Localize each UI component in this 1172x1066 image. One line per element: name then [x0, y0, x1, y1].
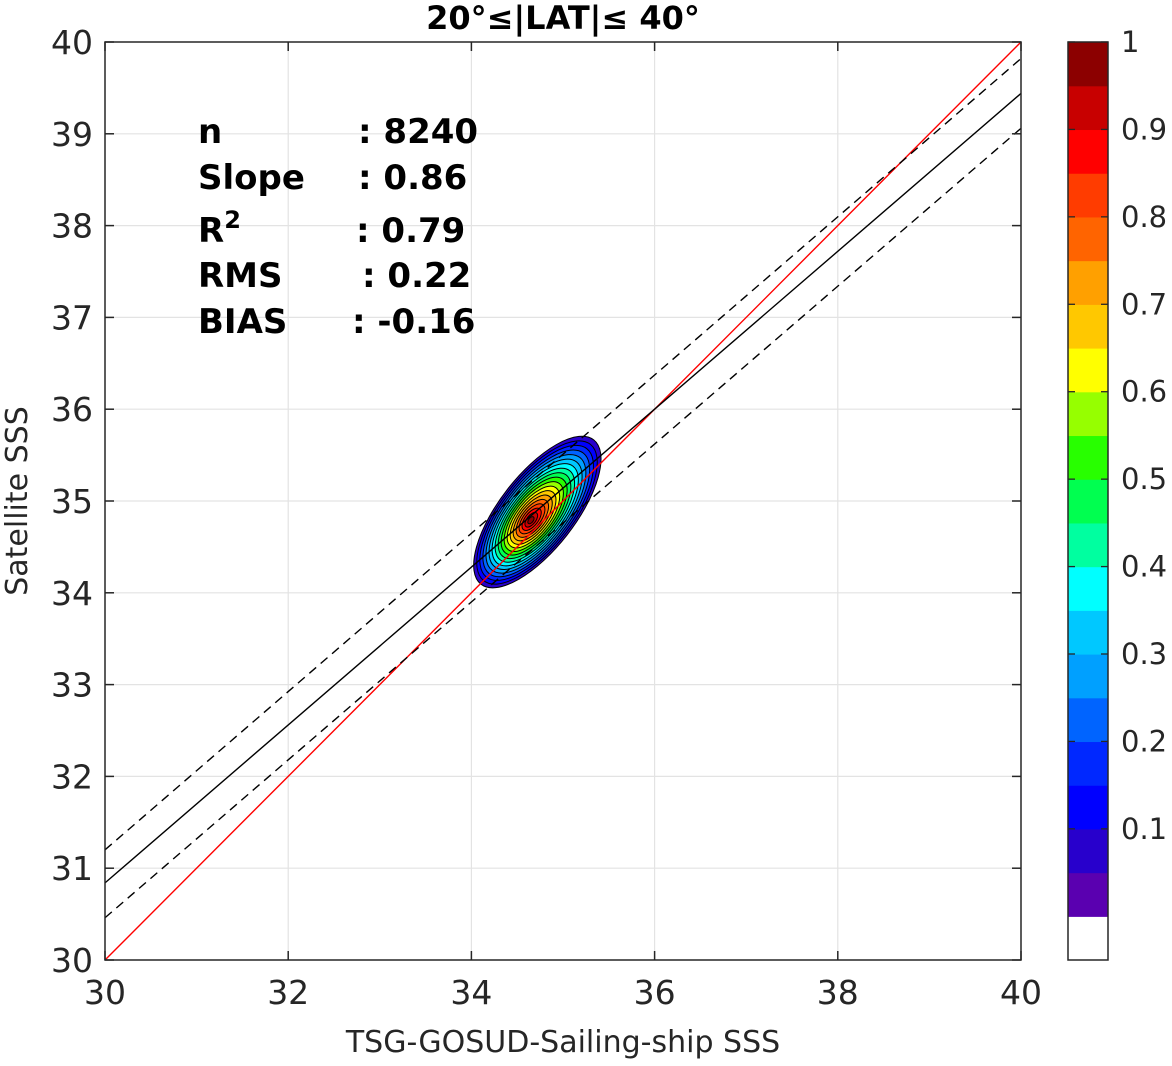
chart-title: 20°≤|LAT|≤ 40°	[426, 0, 700, 38]
reference-lines	[105, 42, 1021, 960]
y-tick-label: 31	[51, 849, 93, 888]
colorbar-segment	[1068, 348, 1108, 393]
colorbar-segment	[1068, 129, 1108, 174]
y-tick-label: 34	[51, 574, 93, 613]
stat-label: BIAS	[198, 302, 287, 342]
colorbar-segment	[1068, 785, 1108, 830]
colorbar-segment	[1068, 697, 1108, 743]
y-axis-label: Satellite SSS	[0, 406, 35, 596]
colorbar-tick-label: 0.6	[1121, 375, 1167, 409]
colorbar-segment	[1068, 610, 1108, 655]
colorbar-segment	[1068, 435, 1108, 480]
stat-label: Slope	[198, 158, 305, 198]
line-regression-lower	[105, 127, 1021, 919]
x-tick-label: 36	[634, 973, 676, 1012]
colorbar-segment	[1068, 872, 1108, 917]
colorbar-tick-label: 0.8	[1121, 200, 1167, 234]
x-tick-label: 34	[450, 973, 492, 1012]
axis-ticks: 30 32 34 36 38 40 30 31 32 33 34 35 36 37 38 39 40	[51, 23, 1042, 1012]
colorbar-segment	[1068, 654, 1108, 699]
line-one-to-one	[105, 42, 1021, 960]
y-tick-label: 33	[51, 666, 93, 705]
stat-value: : 0.22	[362, 256, 471, 296]
x-tick-label: 38	[817, 973, 859, 1012]
colorbar-tick-label: 0.5	[1121, 462, 1167, 496]
y-tick-label: 32	[51, 757, 93, 796]
line-regression-upper	[105, 57, 1021, 851]
colorbar-segment	[1068, 173, 1108, 218]
y-tick-label: 36	[51, 390, 93, 429]
stat-value: : 0.79	[356, 211, 465, 251]
colorbar-segment	[1068, 522, 1108, 568]
colorbar-frame	[1067, 41, 1109, 961]
density-contour-level	[527, 516, 535, 525]
stat-label: RMS	[198, 256, 283, 296]
stat-label: n	[198, 112, 222, 152]
x-axis-label: TSG-GOSUD-Sailing-ship SSS	[345, 1025, 780, 1060]
colorbar-tick-label: 0.2	[1121, 724, 1167, 758]
line-regression	[105, 92, 1021, 884]
colorbar-segment	[1068, 916, 1108, 961]
colorbar-segment	[1068, 304, 1108, 349]
x-tick-label: 30	[84, 973, 126, 1012]
stat-superscript: 2	[224, 206, 241, 234]
stat-value: : 0.86	[358, 158, 467, 198]
colorbar-tick-label: 0.3	[1121, 637, 1167, 671]
x-tick-label: 32	[267, 973, 309, 1012]
colorbar-tick-label: 0.1	[1121, 812, 1167, 846]
colorbar-tick-label: 1	[1121, 25, 1139, 59]
colorbar-segment	[1068, 479, 1108, 524]
x-tick-label: 40	[1000, 973, 1042, 1012]
colorbar-segment	[1068, 216, 1108, 262]
grid	[105, 42, 1021, 960]
stat-value: : -0.16	[352, 302, 475, 342]
colorbar-segment	[1068, 391, 1108, 437]
colorbar-segment	[1068, 566, 1108, 611]
colorbar-segment	[1068, 85, 1108, 131]
y-tick-label: 37	[51, 298, 93, 337]
y-tick-label: 39	[51, 115, 93, 154]
stat-value: : 8240	[358, 112, 478, 152]
colorbar: 0.1 0.2 0.3 0.4 0.5 0.6 0.7 0.8 0.9 1	[1067, 25, 1167, 961]
colorbar-segment	[1068, 260, 1108, 305]
colorbar-segment	[1068, 42, 1108, 87]
y-tick-label: 38	[51, 207, 93, 246]
colorbar-segment	[1068, 741, 1108, 786]
colorbar-tick-label: 0.7	[1121, 287, 1167, 321]
colorbar-segment	[1068, 828, 1108, 874]
y-tick-label: 30	[51, 941, 93, 980]
y-tick-label: 35	[51, 482, 93, 521]
colorbar-tick-label: 0.9	[1121, 112, 1167, 146]
y-tick-label: 40	[51, 23, 93, 62]
colorbar-tick-label: 0.4	[1121, 550, 1167, 584]
